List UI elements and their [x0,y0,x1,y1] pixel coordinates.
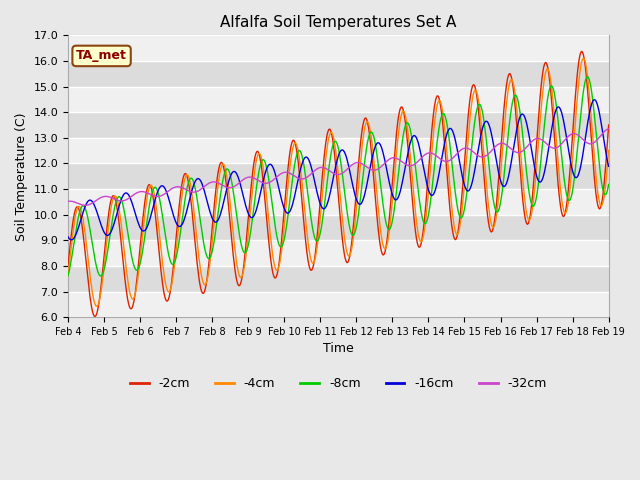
Legend: -2cm, -4cm, -8cm, -16cm, -32cm: -2cm, -4cm, -8cm, -16cm, -32cm [125,372,552,396]
Bar [68,36,609,61]
Bar [68,138,609,164]
Bar [68,164,609,189]
Bar [68,266,609,291]
Bar [68,291,609,317]
Y-axis label: Soil Temperature (C): Soil Temperature (C) [15,112,28,240]
Bar [68,61,609,86]
Bar [68,86,609,112]
Bar [68,215,609,240]
Bar [68,112,609,138]
Bar [68,189,609,215]
Title: Alfalfa Soil Temperatures Set A: Alfalfa Soil Temperatures Set A [220,15,456,30]
Text: TA_met: TA_met [76,49,127,62]
X-axis label: Time: Time [323,342,354,356]
Bar [68,240,609,266]
